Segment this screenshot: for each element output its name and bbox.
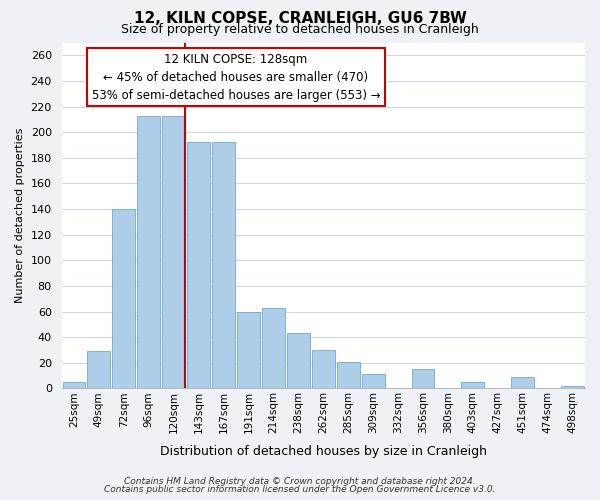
- Bar: [88, 352, 110, 389]
- Bar: [412, 370, 434, 388]
- Text: Contains public sector information licensed under the Open Government Licence v3: Contains public sector information licen…: [104, 484, 496, 494]
- Bar: [461, 382, 484, 388]
- Text: 12, KILN COPSE, CRANLEIGH, GU6 7BW: 12, KILN COPSE, CRANLEIGH, GU6 7BW: [134, 11, 466, 26]
- Bar: [212, 142, 235, 388]
- Bar: [187, 142, 210, 388]
- X-axis label: Distribution of detached houses by size in Cranleigh: Distribution of detached houses by size …: [160, 444, 487, 458]
- Text: Contains HM Land Registry data © Crown copyright and database right 2024.: Contains HM Land Registry data © Crown c…: [124, 477, 476, 486]
- Bar: [262, 308, 285, 388]
- Bar: [337, 362, 359, 388]
- Bar: [237, 312, 260, 388]
- Bar: [162, 116, 185, 388]
- Bar: [362, 374, 385, 388]
- Bar: [287, 334, 310, 388]
- Text: Size of property relative to detached houses in Cranleigh: Size of property relative to detached ho…: [121, 24, 479, 36]
- Bar: [312, 350, 335, 389]
- Text: 12 KILN COPSE: 128sqm
← 45% of detached houses are smaller (470)
53% of semi-det: 12 KILN COPSE: 128sqm ← 45% of detached …: [92, 53, 380, 102]
- Bar: [137, 116, 160, 388]
- Bar: [112, 209, 136, 388]
- Bar: [62, 382, 85, 388]
- Bar: [511, 377, 534, 388]
- Y-axis label: Number of detached properties: Number of detached properties: [15, 128, 25, 303]
- Bar: [561, 386, 584, 388]
